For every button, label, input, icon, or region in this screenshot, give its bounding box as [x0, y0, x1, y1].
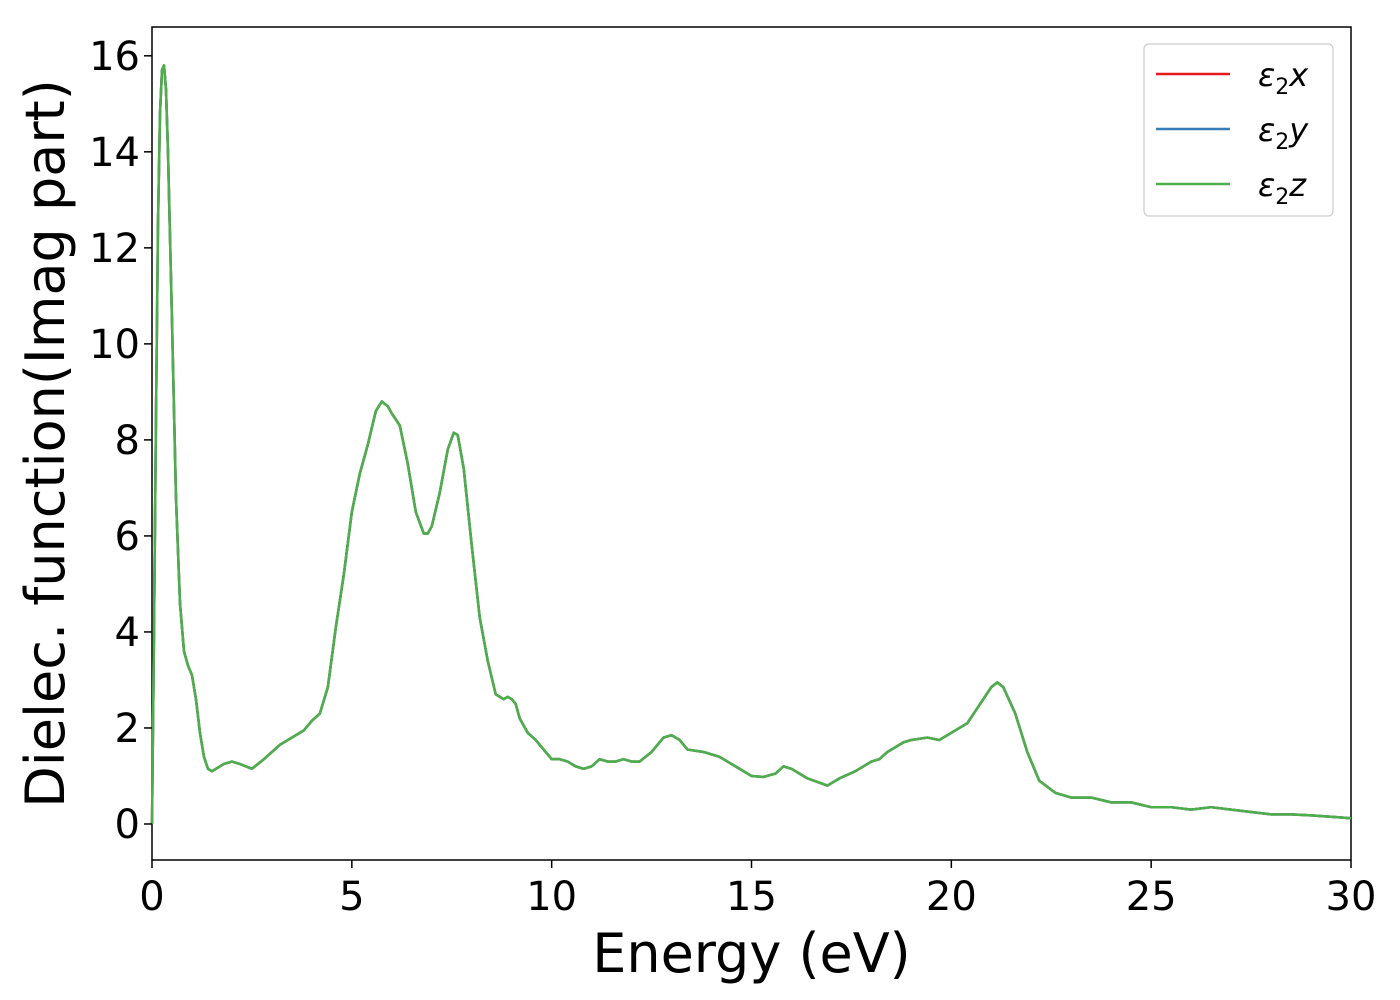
- x-axis-ticks: 0 5 10 15 20 25 30: [139, 860, 1376, 920]
- x-tick-label: 5: [339, 874, 364, 920]
- y-tick-label: 14: [89, 130, 140, 176]
- x-axis-label: Energy (eV): [592, 922, 911, 985]
- y-tick-label: 8: [115, 418, 140, 464]
- y-tick-label: 16: [89, 34, 140, 80]
- y-tick-label: 4: [115, 610, 140, 656]
- x-tick-label: 10: [526, 874, 577, 920]
- x-tick-label: 15: [726, 874, 777, 920]
- legend-box: [1143, 43, 1334, 217]
- y-tick-label: 12: [89, 226, 140, 272]
- x-tick-label: 25: [1126, 874, 1177, 920]
- x-tick-label: 30: [1326, 874, 1377, 920]
- series-layer: [150, 64, 1352, 825]
- x-tick-label: 0: [139, 874, 164, 920]
- series-line-3: [150, 64, 1352, 825]
- legend: ε2x ε2y ε2z: [1143, 43, 1334, 217]
- x-tick-label: 20: [926, 874, 977, 920]
- y-tick-label: 2: [115, 706, 140, 752]
- y-axis-ticks: 0 2 4 6 8 10 12 14 16: [89, 34, 152, 848]
- legend-label-3: ε2z: [1258, 166, 1307, 210]
- y-axis-label: Dielec. function(Imag part): [14, 79, 77, 808]
- legend-label-2: ε2y: [1258, 111, 1309, 155]
- y-tick-label: 10: [89, 322, 140, 368]
- legend-label-1: ε2x: [1258, 56, 1309, 100]
- y-tick-label: 0: [115, 802, 140, 848]
- y-tick-label: 6: [115, 514, 140, 560]
